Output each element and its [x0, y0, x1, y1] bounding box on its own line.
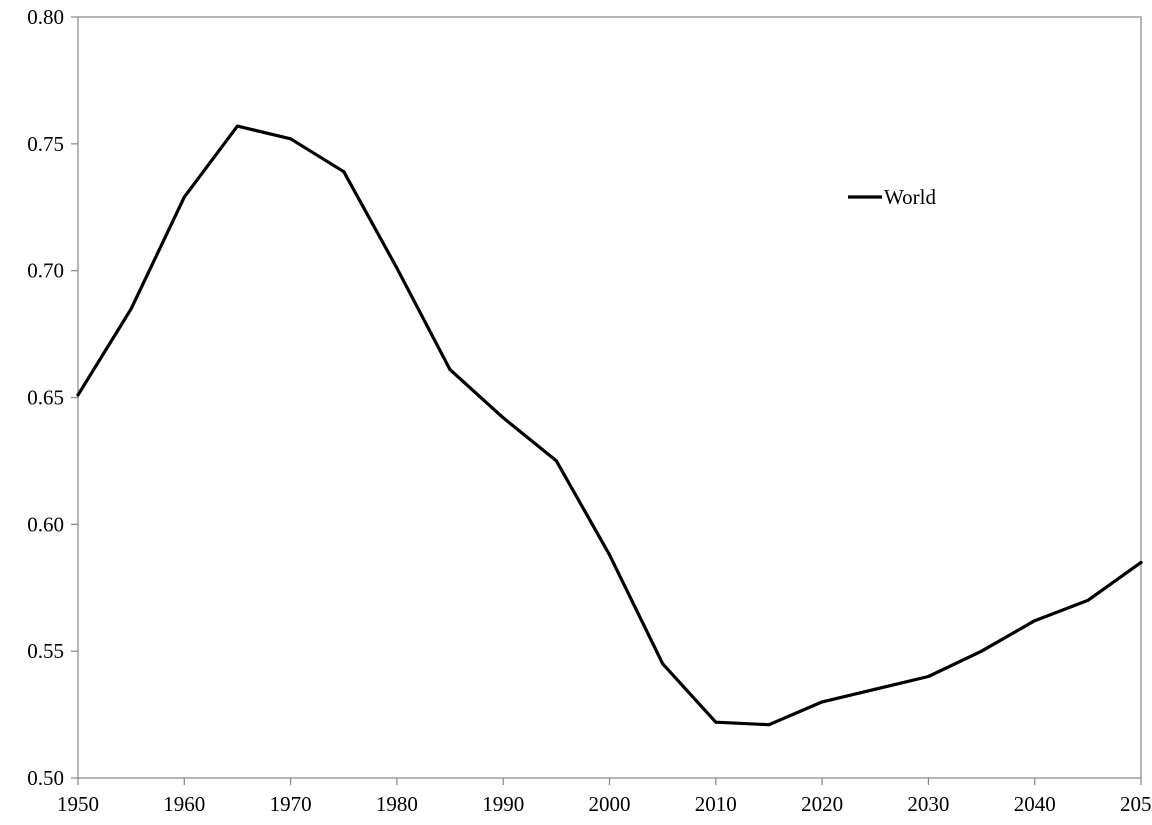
- y-tick-label: 0.80: [27, 5, 64, 29]
- data-point: [182, 195, 186, 199]
- x-tick-label: 2030: [907, 792, 949, 816]
- y-tick-label: 0.75: [27, 132, 64, 156]
- x-tick-label: 2010: [695, 792, 737, 816]
- y-tick-label: 0.50: [27, 766, 64, 790]
- x-tick-label: 2020: [801, 792, 843, 816]
- y-axis: 0.50 0.55 0.60 0.65 0.70 0.75 0.80: [27, 5, 78, 790]
- legend: World: [848, 185, 936, 209]
- data-point: [980, 649, 984, 653]
- x-tick-label: 1950: [57, 792, 99, 816]
- y-tick-label: 0.65: [27, 386, 64, 410]
- x-tick-label: 1990: [482, 792, 524, 816]
- data-point: [1086, 598, 1090, 602]
- data-point: [926, 675, 930, 679]
- y-tick-label: 0.55: [27, 639, 64, 663]
- data-point: [661, 662, 665, 666]
- data-point: [289, 137, 293, 141]
- y-tick-label: 0.60: [27, 512, 64, 536]
- legend-label-world: World: [884, 185, 936, 209]
- data-point: [873, 687, 877, 691]
- data-point: [714, 720, 718, 724]
- x-tick-label: 1960: [163, 792, 205, 816]
- data-point: [554, 459, 558, 463]
- data-point: [342, 170, 346, 174]
- data-point: [235, 124, 239, 128]
- plot-frame: [77, 16, 1142, 779]
- y-tick-label: 0.70: [27, 259, 64, 283]
- x-tick-label: 2040: [1014, 792, 1056, 816]
- plot-area-border: [77, 16, 1142, 779]
- series-layer: [76, 124, 1143, 727]
- x-tick-label: 2050: [1120, 792, 1152, 816]
- x-tick-label: 1970: [270, 792, 312, 816]
- data-point: [820, 700, 824, 704]
- data-point: [129, 307, 133, 311]
- data-point: [501, 416, 505, 420]
- data-point: [448, 368, 452, 372]
- data-point: [1033, 619, 1037, 623]
- data-point: [395, 266, 399, 270]
- data-point: [76, 393, 80, 397]
- data-point: [1139, 560, 1143, 564]
- x-axis: 1950 1960 1970 1980 1990 2000 2010 2020 2030 2040…: [57, 778, 1152, 816]
- data-point: [608, 553, 611, 557]
- x-tick-label: 2000: [589, 792, 631, 816]
- data-point: [767, 723, 771, 727]
- x-tick-label: 1980: [376, 792, 418, 816]
- series-line-world: [76, 124, 1143, 727]
